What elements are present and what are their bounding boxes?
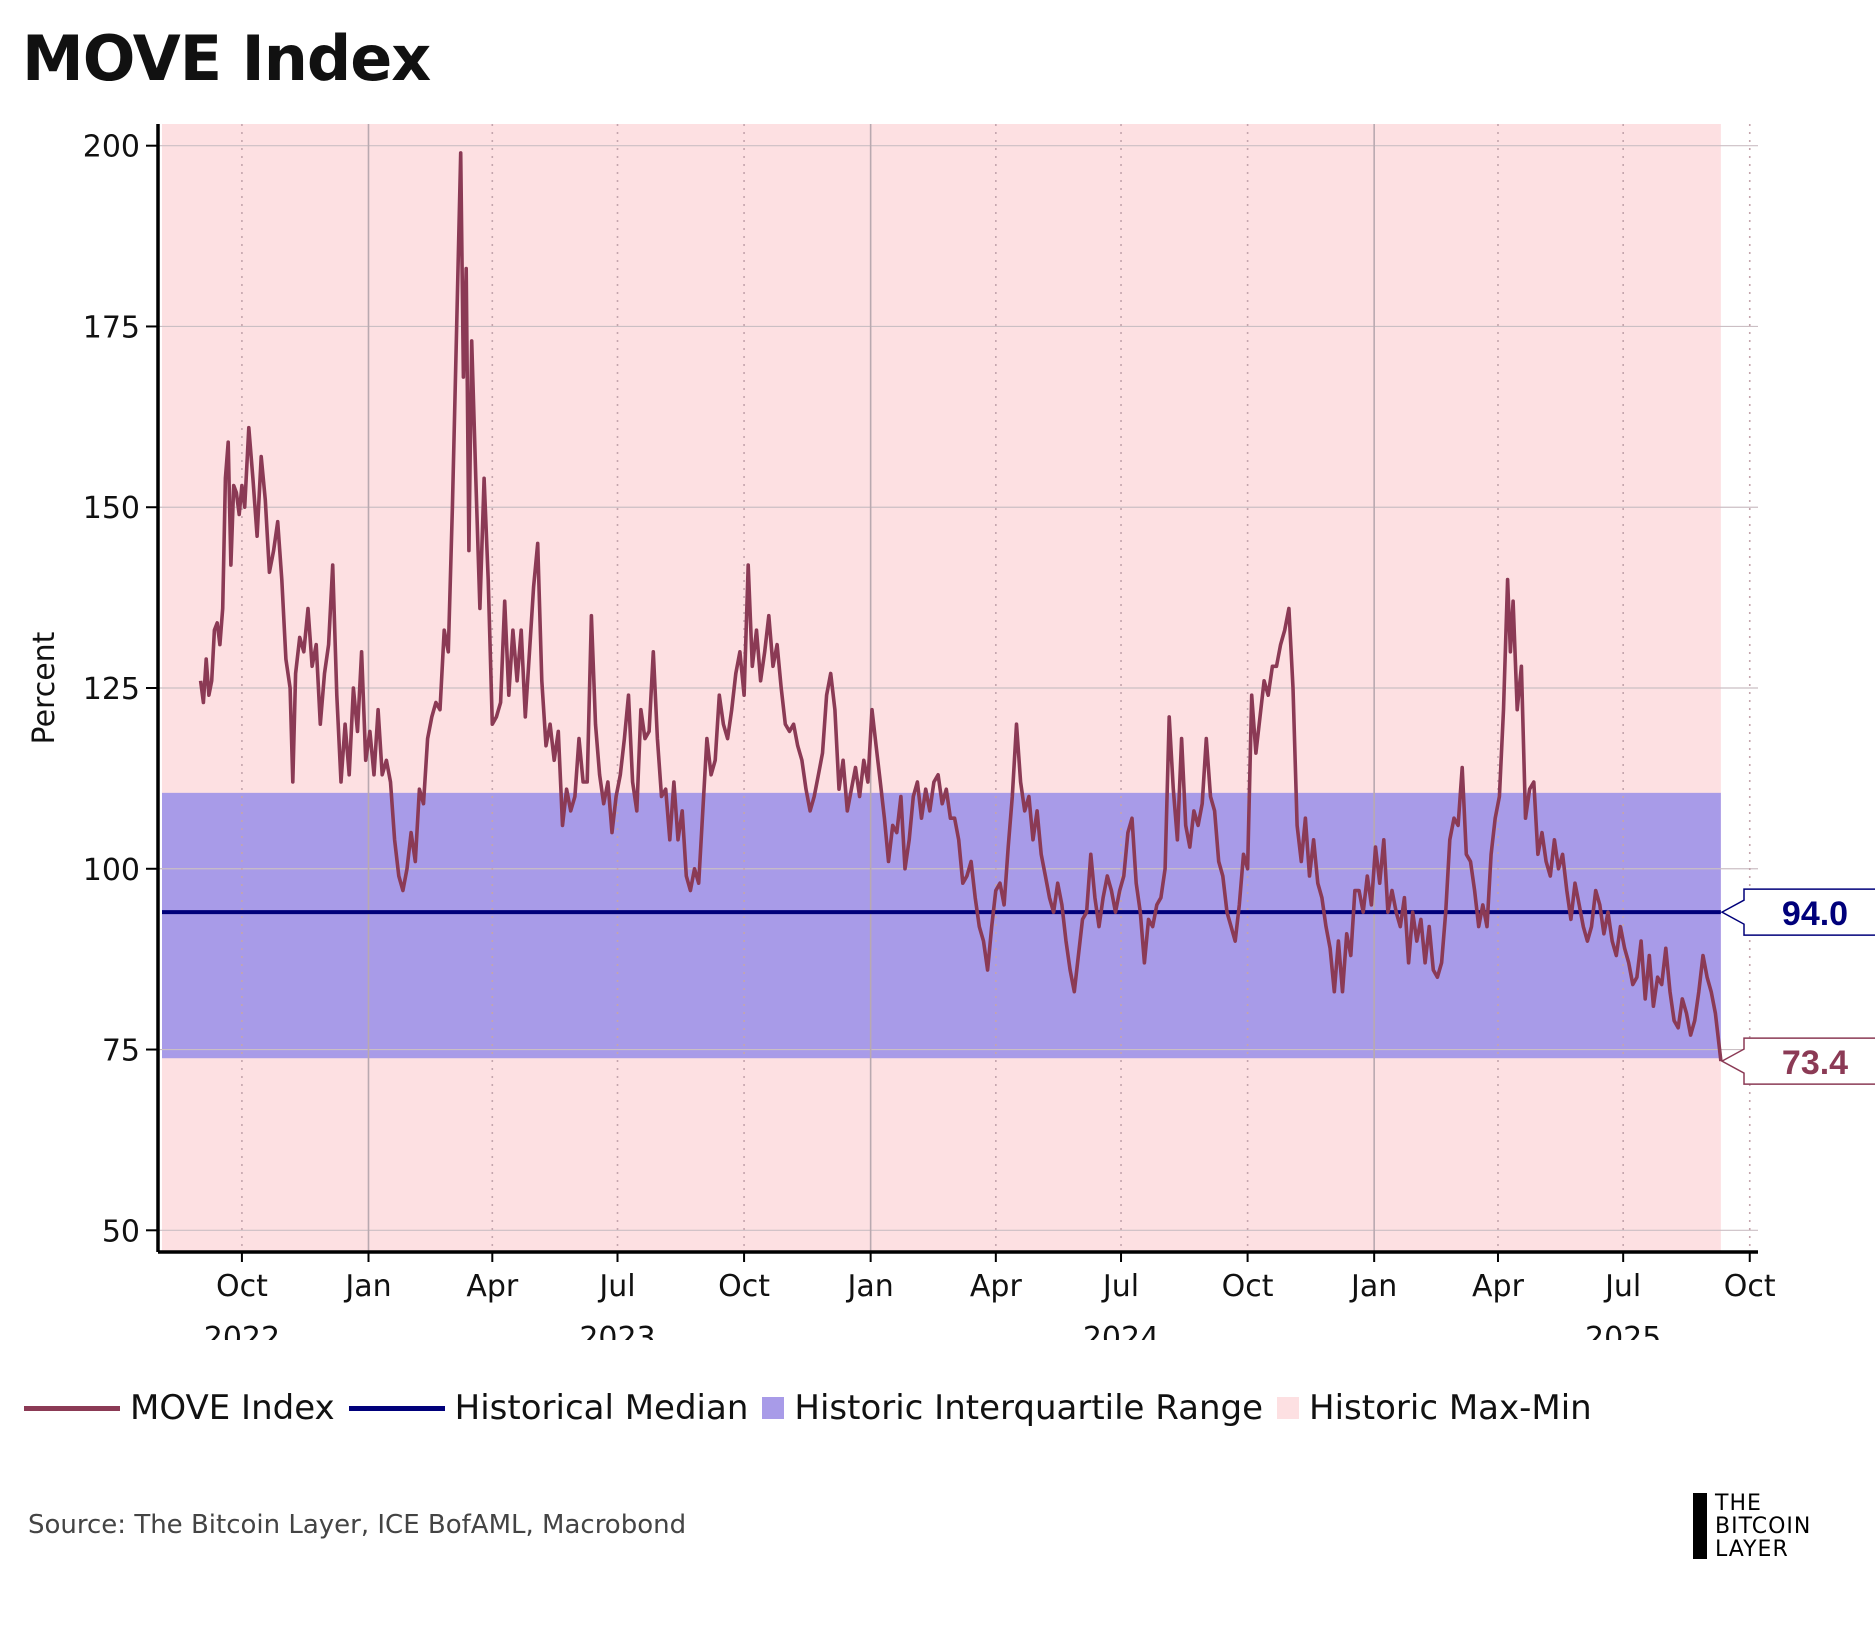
x-tick-label: Oct: [216, 1269, 268, 1304]
y-tick-label: 50: [102, 1214, 140, 1249]
legend-swatch: [24, 1405, 120, 1411]
median-callout-box: [1720, 888, 1875, 936]
x-tick-label: Apr: [1472, 1269, 1525, 1304]
chart-title: MOVE Index: [22, 22, 431, 95]
legend-item: Historic Max-Min: [1277, 1388, 1592, 1428]
legend-label: Historical Median: [454, 1388, 749, 1428]
legend: MOVE Index Historical Median Historic Inte…: [24, 1388, 1606, 1428]
x-year-label: 2024: [1083, 1321, 1159, 1340]
x-tick-label: Oct: [718, 1269, 770, 1304]
x-tick-label: Jul: [1101, 1269, 1139, 1304]
y-tick-label: 125: [83, 672, 140, 707]
legend-swatch: [1277, 1397, 1300, 1419]
x-tick-label: Jul: [1603, 1269, 1641, 1304]
x-tick-label: Jul: [597, 1269, 635, 1304]
legend-swatch: [762, 1397, 785, 1419]
y-axis-title: Percent: [27, 631, 62, 744]
y-tick-label: 150: [83, 491, 140, 526]
chart-svg: 50 75 100 125 150 175 200 Oct 2022 Jan Apr Jul 2023 O…: [27, 124, 1875, 1340]
y-tick-label: 200: [83, 130, 140, 165]
last-value-callout-box: [1720, 1037, 1875, 1085]
logo-line-1: THE: [1715, 1491, 1762, 1516]
x-tick-label: Jan: [846, 1269, 894, 1304]
iqr-band: [162, 792, 1721, 1059]
median-callout-label: 94.0: [1782, 895, 1848, 933]
logo-bar-icon: [1693, 1493, 1707, 1559]
last-value-callout-label: 73.4: [1782, 1044, 1848, 1082]
legend-item: Historical Median: [348, 1388, 749, 1428]
legend-item: MOVE Index: [24, 1388, 335, 1428]
y-tick-label: 75: [102, 1034, 140, 1069]
x-year-label: 2022: [204, 1321, 280, 1340]
x-tick-label: Oct: [1724, 1269, 1776, 1304]
legend-label: Historic Max-Min: [1309, 1388, 1592, 1428]
legend-label: Historic Interquartile Range: [794, 1388, 1264, 1428]
x-year-label: 2025: [1585, 1321, 1661, 1340]
legend-item: Historic Interquartile Range: [762, 1388, 1263, 1428]
x-tick-label: Oct: [1222, 1269, 1274, 1304]
legend-label: MOVE Index: [130, 1388, 335, 1428]
move-series-line: [198, 151, 1723, 1062]
logo-line-3: LAYER: [1715, 1537, 1789, 1562]
brand-logo: THE BITCOIN LAYER: [1693, 1493, 1863, 1561]
y-tick-label: 175: [83, 310, 140, 345]
x-tick-label: Jan: [1349, 1269, 1397, 1304]
x-tick-label: Apr: [970, 1269, 1023, 1304]
x-tick-label: Jan: [343, 1269, 391, 1304]
legend-swatch: [348, 1405, 445, 1411]
logo-line-2: BITCOIN: [1715, 1514, 1812, 1539]
y-tick-label: 100: [83, 853, 140, 888]
x-tick-label: Apr: [466, 1269, 519, 1304]
x-year-label: 2023: [579, 1321, 655, 1340]
source-note: Source: The Bitcoin Layer, ICE BofAML, M…: [28, 1510, 687, 1540]
